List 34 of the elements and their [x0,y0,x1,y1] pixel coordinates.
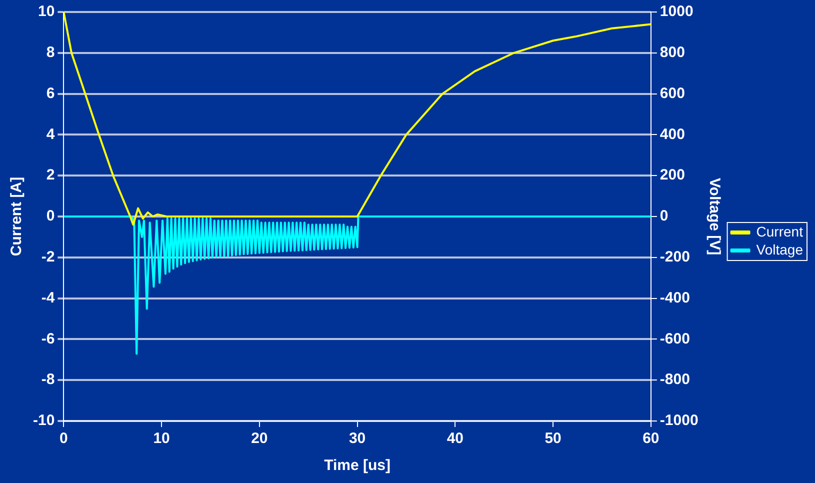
y-tick-label: 2 [46,166,55,184]
y-axis-title: Current [A] [8,176,26,256]
y2-tick-label: 200 [660,166,685,184]
y2-tick-label: 800 [660,44,685,62]
x-tick-label: 0 [60,430,68,448]
legend-label: Current [756,223,804,240]
y2-tick-label: 0 [660,208,668,225]
x-tick-label: 20 [251,430,268,448]
legend-label: Voltage [756,241,804,258]
y-tick-label: -8 [41,371,55,388]
y2-tick-label: 600 [660,84,685,102]
y-tick-label: -10 [32,412,55,430]
x-tick-label: 60 [642,430,660,448]
y-tick-label: 6 [46,84,55,102]
y2-tick-label: -1000 [660,412,698,430]
y2-tick-label: 400 [660,126,685,143]
x-tick-label: 50 [544,430,562,448]
x-tick-label: 10 [153,430,170,448]
x-tick-label: 30 [348,430,366,448]
y2-tick-label: -800 [660,371,690,388]
y-tick-label: -4 [41,289,56,306]
y2-tick-label: 1000 [660,3,694,20]
y-tick-label: 0 [46,208,55,225]
x-axis-title: Time [us] [324,457,391,474]
y-tick-label: -2 [41,248,55,266]
y-tick-label: -6 [41,330,55,348]
y2-tick-label: -600 [660,330,690,348]
y2-tick-label: -400 [660,289,690,306]
y2-axis-title: Voltage [V] [706,178,724,256]
x-tick-label: 40 [446,430,464,448]
y-tick-label: 4 [46,126,56,143]
y-tick-label: 8 [46,44,55,62]
y-tick-label: 10 [38,3,55,20]
y2-tick-label: -200 [660,248,690,266]
